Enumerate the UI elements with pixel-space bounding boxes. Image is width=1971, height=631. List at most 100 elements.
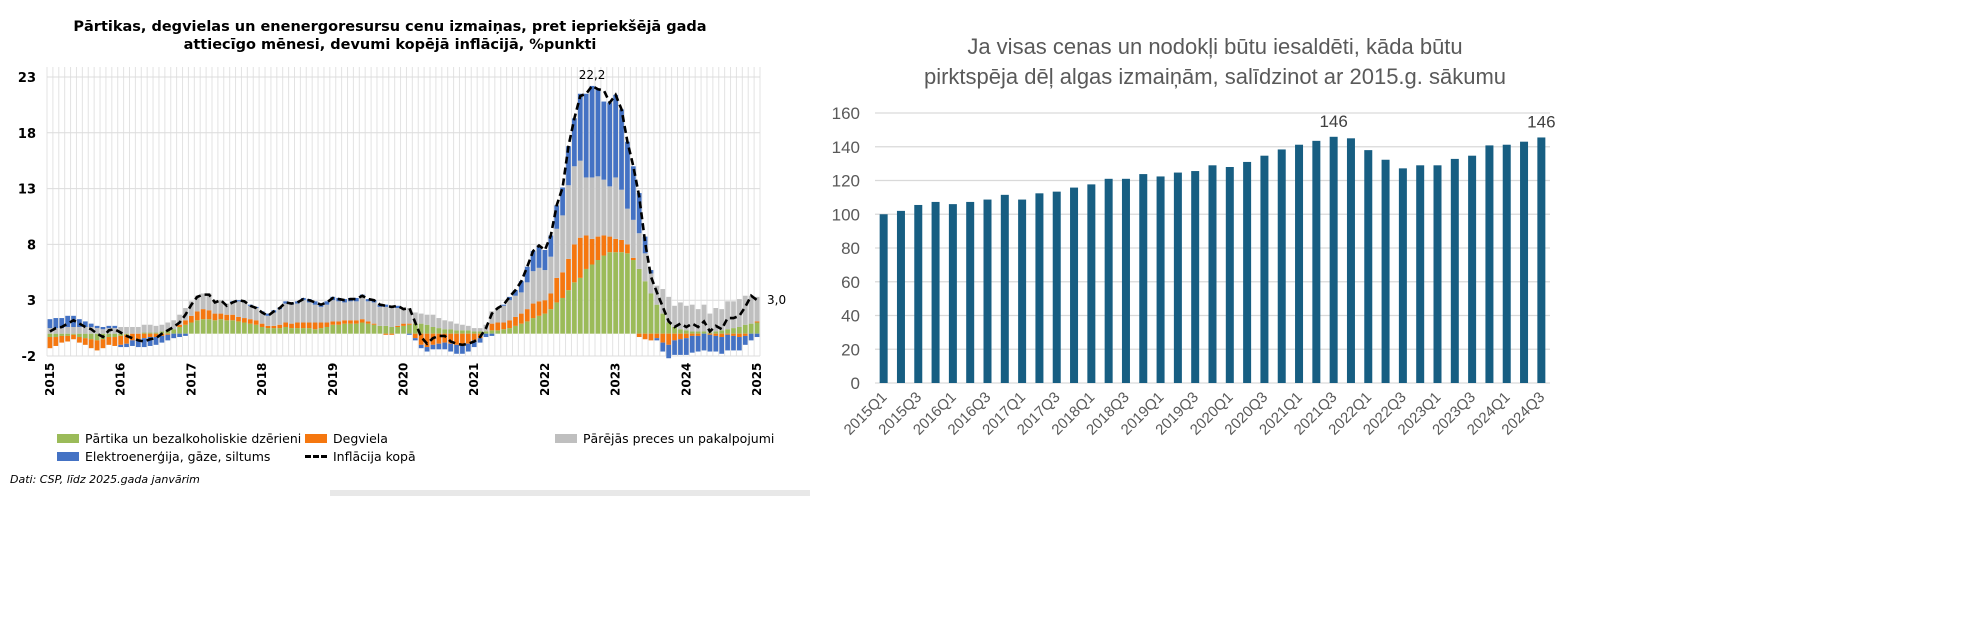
x-tick-label: 2021	[467, 363, 481, 396]
bar-segment-energy	[689, 335, 695, 353]
bar-segment-other	[572, 166, 577, 245]
purchasing-power-chart-plot: 1601401201008060402002015Q12015Q32016Q12…	[832, 104, 1556, 439]
bar-segment-fuel	[660, 333, 666, 343]
bar-segment-other	[524, 282, 530, 310]
bar-segment-fuel	[436, 333, 442, 344]
bar-segment-food	[418, 323, 424, 334]
bar-segment-other	[412, 312, 418, 324]
bar-segment-energy	[442, 342, 448, 350]
bar-segment-fuel	[442, 333, 448, 343]
bar	[1398, 168, 1407, 383]
bar-segment-food	[477, 331, 483, 334]
bar-segment-other	[159, 324, 165, 332]
contributions-chart-title: Pārtikas, degvielas un enenergoresursu c…	[60, 18, 720, 54]
bar-segment-fuel	[200, 309, 206, 320]
bar-segment-food	[636, 268, 642, 334]
bar-segment-other	[59, 328, 65, 334]
bar-segment-energy	[737, 337, 742, 351]
bar-segment-energy	[135, 339, 141, 348]
bar-segment-fuel	[725, 333, 730, 335]
bar-segment-energy	[454, 344, 459, 354]
bar-segment-fuel	[330, 321, 336, 325]
bar-segment-other	[577, 160, 583, 238]
bar-segment-fuel	[737, 333, 742, 338]
bar-segment-food	[412, 323, 418, 334]
bar-segment-other	[678, 302, 683, 330]
bar-segment-other	[725, 301, 730, 330]
bar-segment-food	[507, 328, 512, 334]
bar-segment-energy	[283, 301, 289, 304]
y-tick-label: 18	[18, 127, 36, 142]
bar-segment-fuel	[47, 337, 53, 349]
bar-segment-fuel	[536, 301, 542, 316]
bar-segment-energy	[77, 319, 82, 327]
bar-segment-energy	[630, 166, 636, 220]
bar-segment-food	[601, 255, 607, 334]
bar-segment-energy	[424, 347, 430, 352]
bar-segment-food	[371, 324, 377, 334]
bar-segment-energy	[513, 290, 518, 296]
bar-segment-fuel	[401, 323, 406, 326]
bar-segment-fuel	[542, 300, 548, 314]
bar-segment-fuel	[230, 314, 235, 321]
legend-item-food: Pārtika un bezalkoholiskie dzērieni	[57, 431, 301, 446]
bar-segment-food	[47, 333, 53, 338]
bar	[1121, 178, 1130, 383]
bar-segment-energy	[683, 338, 689, 355]
data-label: 146	[1527, 112, 1555, 131]
bar-segment-energy	[701, 333, 707, 351]
bar-segment-energy	[642, 236, 648, 254]
bar-segment-fuel	[625, 244, 630, 254]
bar-segment-fuel	[577, 237, 583, 278]
bar-segment-other	[530, 271, 536, 304]
bar-segment-energy	[177, 333, 182, 338]
bar-segment-other	[218, 300, 224, 314]
bar-segment-fuel	[277, 324, 283, 329]
bar-segment-energy	[713, 335, 719, 352]
bar-segment-energy	[383, 304, 389, 307]
bar-segment-other	[224, 303, 230, 315]
bar-segment-other	[247, 305, 253, 320]
bar-segment-food	[572, 282, 577, 334]
bar-segment-food	[242, 322, 247, 334]
bar-segment-fuel	[342, 320, 347, 324]
bar-segment-other	[194, 295, 200, 312]
bar-segment-other	[495, 308, 501, 323]
bar-segment-fuel	[94, 340, 100, 351]
bar-segment-food	[454, 330, 459, 334]
bar-segment-other	[354, 301, 359, 321]
bar-segment-fuel	[354, 320, 359, 324]
bar-segment-other	[77, 326, 82, 334]
legend-item-other: Pārējās preces un pakalpojumi	[555, 431, 774, 446]
legend-swatch-inflation	[305, 455, 327, 458]
bar-segment-food	[701, 331, 707, 334]
bar-segment-other	[312, 304, 318, 323]
bar-segment-food	[471, 331, 477, 334]
x-tick-label: 2019	[326, 363, 340, 396]
x-tick-label: 2016	[114, 363, 128, 396]
bar-segment-fuel	[454, 333, 459, 345]
bar-segment-food	[354, 323, 359, 334]
bar-segment-fuel	[236, 316, 241, 322]
bar-segment-food	[336, 324, 342, 334]
bar-segment-other	[371, 302, 377, 324]
bar-segment-other	[448, 321, 453, 330]
bar-segment-other	[648, 273, 654, 294]
bar-segment-fuel	[212, 313, 218, 321]
bar-segment-food	[324, 326, 330, 334]
bar-segment-energy	[141, 338, 147, 348]
bar-segment-other	[265, 315, 271, 326]
bar-segment-food	[689, 331, 695, 334]
bar-segment-other	[507, 300, 512, 321]
bar-segment-food	[448, 329, 453, 334]
bar-segment-other	[731, 301, 736, 329]
bar-segment-food	[383, 325, 389, 334]
bar-segment-other	[601, 179, 607, 236]
bar-segment-fuel	[754, 321, 760, 323]
bar-segment-other	[206, 293, 212, 311]
bar-segment-energy	[695, 335, 701, 352]
title-line-2: attiecīgo mēnesi, devumi kopējā inflācij…	[183, 37, 597, 53]
bar	[1416, 165, 1425, 383]
bar-segment-food	[247, 323, 253, 334]
bar-segment-other	[595, 176, 601, 237]
